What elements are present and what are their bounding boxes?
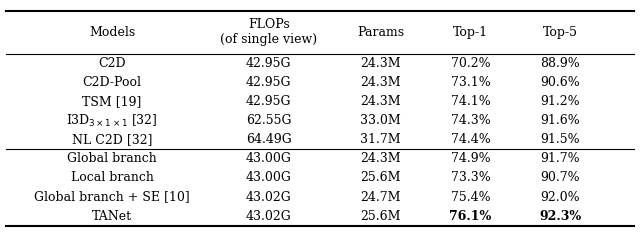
Text: 64.49G: 64.49G — [246, 133, 292, 146]
Text: 24.3M: 24.3M — [360, 76, 401, 89]
Text: 70.2%: 70.2% — [451, 57, 490, 70]
Text: 24.3M: 24.3M — [360, 95, 401, 108]
Text: Local branch: Local branch — [70, 172, 154, 184]
Text: 33.0M: 33.0M — [360, 114, 401, 127]
Text: 75.4%: 75.4% — [451, 191, 490, 204]
Text: Params: Params — [357, 26, 404, 39]
Text: 91.6%: 91.6% — [540, 114, 580, 127]
Text: 24.3M: 24.3M — [360, 57, 401, 70]
Text: 42.95G: 42.95G — [246, 76, 292, 89]
Text: Models: Models — [89, 26, 135, 39]
Text: 73.3%: 73.3% — [451, 172, 490, 184]
Text: 91.5%: 91.5% — [540, 133, 580, 146]
Text: 76.1%: 76.1% — [449, 210, 492, 223]
Text: Global branch: Global branch — [67, 152, 157, 165]
Text: 25.6M: 25.6M — [360, 172, 401, 184]
Text: TANet: TANet — [92, 210, 132, 223]
Text: I3D$_{3\times1\times1}$ [32]: I3D$_{3\times1\times1}$ [32] — [66, 113, 158, 129]
Text: Top-1: Top-1 — [453, 26, 488, 39]
Text: NL C2D [32]: NL C2D [32] — [72, 133, 152, 146]
Text: 74.9%: 74.9% — [451, 152, 490, 165]
Text: Global branch + SE [10]: Global branch + SE [10] — [34, 191, 190, 204]
Text: 43.00G: 43.00G — [246, 172, 292, 184]
Text: TSM [19]: TSM [19] — [83, 95, 141, 108]
Text: 24.7M: 24.7M — [360, 191, 401, 204]
Text: 74.3%: 74.3% — [451, 114, 490, 127]
Text: 43.00G: 43.00G — [246, 152, 292, 165]
Text: 42.95G: 42.95G — [246, 95, 292, 108]
Text: Top-5: Top-5 — [543, 26, 577, 39]
Text: 74.4%: 74.4% — [451, 133, 490, 146]
Text: 91.2%: 91.2% — [540, 95, 580, 108]
Text: 43.02G: 43.02G — [246, 191, 292, 204]
Text: C2D-Pool: C2D-Pool — [83, 76, 141, 89]
Text: 73.1%: 73.1% — [451, 76, 490, 89]
Text: C2D: C2D — [98, 57, 126, 70]
Text: FLOPs
(of single view): FLOPs (of single view) — [220, 18, 317, 46]
Text: 24.3M: 24.3M — [360, 152, 401, 165]
Text: 88.9%: 88.9% — [540, 57, 580, 70]
Text: 91.7%: 91.7% — [540, 152, 580, 165]
Text: 62.55G: 62.55G — [246, 114, 292, 127]
Text: 92.3%: 92.3% — [539, 210, 581, 223]
Text: 90.6%: 90.6% — [540, 76, 580, 89]
Text: 90.7%: 90.7% — [540, 172, 580, 184]
Text: 42.95G: 42.95G — [246, 57, 292, 70]
Text: 43.02G: 43.02G — [246, 210, 292, 223]
Text: 92.0%: 92.0% — [540, 191, 580, 204]
Text: 25.6M: 25.6M — [360, 210, 401, 223]
Text: 74.1%: 74.1% — [451, 95, 490, 108]
Text: 31.7M: 31.7M — [360, 133, 401, 146]
